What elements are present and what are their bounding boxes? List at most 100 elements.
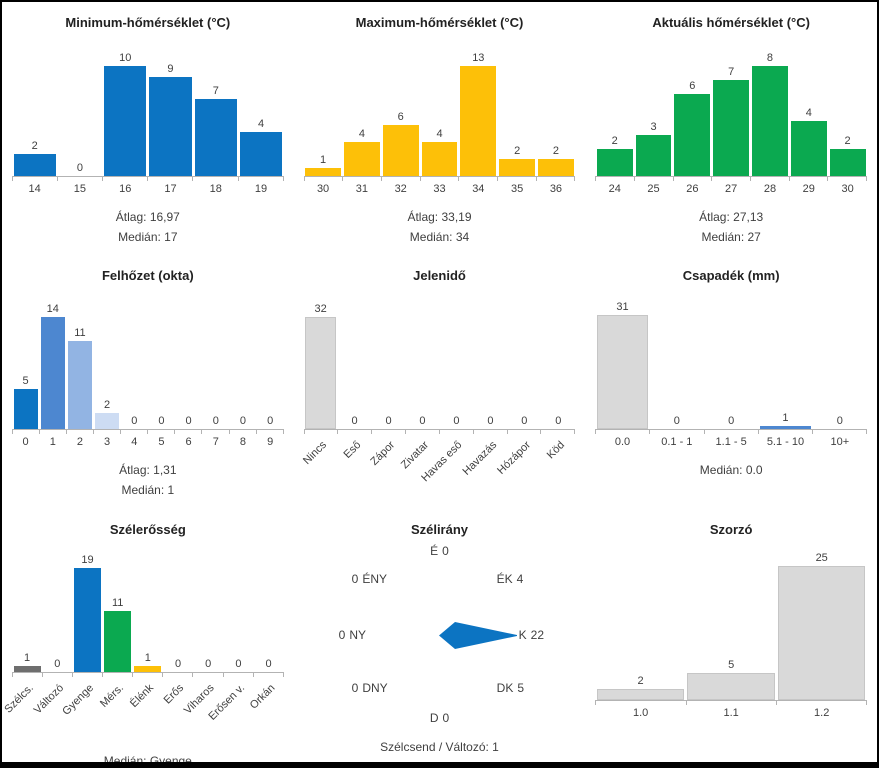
bar-value-label: 2 (552, 145, 559, 158)
bar (104, 611, 132, 672)
bar-value-label: 5 (22, 375, 29, 388)
bar-value-label: 19 (81, 553, 94, 566)
bar (239, 132, 283, 176)
chart-title-current-temperature: Aktuális hőmérséklet (°C) (652, 15, 810, 30)
bar-value-label: 7 (728, 65, 735, 78)
category-label: 4 (131, 436, 138, 449)
chart-stats: Átlag: 16,97 Medián: 17 (2, 207, 294, 247)
bar-column: 0 (473, 414, 507, 429)
bar-column: 0 (439, 414, 473, 429)
bar-value-label: 1 (144, 652, 151, 665)
wind-dir-label: D (429, 710, 439, 725)
chart-title-multiplier: Szorzó (709, 521, 753, 537)
bar-chart-max-temperature: 1 4 6 4 13 2 2 30 31 32 33 34 35 36 (303, 41, 576, 199)
bar-value-label: 0 (728, 415, 735, 428)
bar-column: 2 (12, 139, 57, 176)
category-label: 1 (49, 436, 56, 449)
bar-column: 1 (758, 411, 812, 430)
category-label: Gyenge (60, 681, 96, 718)
bar-value-label: 31 (616, 301, 629, 314)
bar-column: 6 (381, 110, 420, 176)
axis-tick (458, 177, 497, 181)
axis-tick (201, 430, 228, 435)
bar-value-label: 0 (158, 415, 165, 428)
bar-value-label: 11 (74, 327, 86, 340)
chart-stats: Medián: 0.0 (585, 460, 877, 480)
chart-title-wind-direction: Szélirány (410, 521, 469, 537)
axis-tick (750, 177, 789, 181)
axis-tick (595, 430, 649, 435)
bar-value-label: 2 (611, 134, 618, 147)
bar-value-label: 0 (267, 415, 274, 428)
bar-value-label: 13 (472, 52, 485, 64)
axis-tick (506, 430, 541, 435)
category-label: 0 (22, 436, 29, 449)
median-label: Medián: 17 (118, 230, 178, 244)
axis-tick (237, 177, 283, 181)
bar-value-label: 5 (728, 658, 735, 671)
mean-label: Átlag: 27,13 (699, 210, 764, 224)
category-label: Eső (341, 439, 364, 462)
bar-value-label: 1 (320, 153, 327, 166)
bar (13, 666, 41, 672)
axis-tick (57, 177, 102, 181)
axis-tick (381, 177, 420, 181)
bar-column: 0 (163, 657, 193, 672)
bar-column: 2 (595, 134, 634, 176)
bar-column: 2 (498, 144, 537, 176)
bar-column: 0 (338, 414, 372, 429)
axis-tick (405, 430, 439, 435)
bar-value-label: 0 (185, 415, 192, 428)
wind-dir-count: 0 (351, 571, 359, 586)
category-label: 35 (511, 183, 524, 195)
bar-value-label: 2 (31, 140, 38, 152)
category-label: 7 (212, 436, 219, 449)
wind-dir-label: K (518, 627, 527, 642)
bar-value-label: 1 (24, 652, 31, 665)
wind-dir-count: 0 (442, 543, 449, 558)
axis-tick (303, 430, 338, 435)
category-label: 29 (802, 183, 815, 195)
bar (635, 134, 672, 176)
bar-value-label: 6 (689, 79, 696, 92)
bar-column: 0 (704, 414, 758, 429)
axis-tick (102, 177, 147, 181)
category-label: 30 (316, 183, 330, 195)
axis-tick (371, 430, 405, 435)
chart-title-cloud-cover: Felhőzet (okta) (101, 268, 194, 284)
axis-tick (12, 672, 42, 677)
bar-column: 6 (673, 79, 712, 176)
bar-value-label: 14 (46, 303, 59, 316)
bar-column: 32 (304, 302, 338, 430)
bar (596, 148, 633, 176)
category-label: Nincs (301, 439, 330, 468)
axis-tick (788, 177, 828, 181)
bar-column: 9 (148, 62, 193, 176)
bar-column: 0 (57, 161, 102, 176)
axis-tick (39, 430, 66, 435)
bar-value-label: 1 (782, 411, 789, 424)
wind-dir-label: É (430, 543, 439, 558)
bar-column: 0 (202, 414, 229, 429)
bar-column: 11 (103, 596, 133, 672)
bar-column: 11 (66, 326, 93, 430)
bar-column: 4 (420, 127, 459, 176)
axis-tick (147, 430, 174, 435)
axis-tick (222, 672, 253, 677)
bar (305, 167, 341, 176)
axis-tick (120, 430, 147, 435)
bar-column: 25 (776, 551, 867, 700)
bar-column: 2 (595, 674, 686, 700)
bar-chart-present-weather: 32 0 0 0 0 0 0 0 Nincs Eső Zápor Zivatar Havas eső Ha… (301, 294, 576, 500)
mean-label: Átlag: 16,97 (115, 210, 180, 224)
axis-tick (192, 177, 237, 181)
axis-tick (685, 700, 776, 705)
category-label: 34 (472, 183, 485, 195)
axis-tick (228, 430, 256, 435)
panel-present-weather: Jelenidő 32 0 0 0 0 0 0 0 Nincs Eső Zápor Zivatar Ha… (294, 255, 586, 508)
bar-column: 0 (229, 414, 256, 429)
